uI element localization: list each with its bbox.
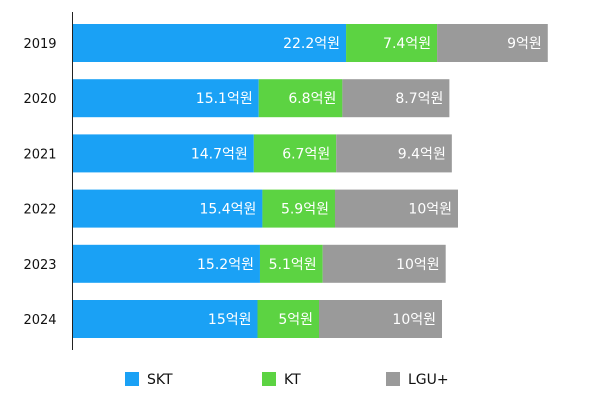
legend-label-skt: SKT bbox=[147, 372, 173, 388]
bar-lgu-2020 bbox=[342, 79, 450, 118]
bar-skt-2020 bbox=[73, 79, 259, 118]
category-label-2022: 2022 bbox=[23, 203, 56, 218]
category-label-2024: 2024 bbox=[23, 313, 56, 328]
data-label-kt-2023: 5.1억원 bbox=[269, 257, 317, 273]
category-label-2019: 2019 bbox=[23, 37, 56, 52]
bars-group: 22.2억원 7.4억원 9억원 15.1억원 6.8억원 8.7억원 14.7억원 6.7억… bbox=[73, 24, 548, 338]
category-label-2020: 2020 bbox=[23, 92, 56, 107]
data-label-kt-2021: 6.7억원 bbox=[282, 146, 330, 162]
data-label-lgu-2024: 10억원 bbox=[392, 312, 436, 328]
data-label-skt-2020: 15.1억원 bbox=[196, 91, 253, 107]
bar-lgu-2019 bbox=[437, 24, 548, 62]
data-label-skt-2019: 22.2억원 bbox=[283, 36, 340, 52]
legend-swatch-skt bbox=[125, 372, 139, 386]
data-label-lgu-2023: 10억원 bbox=[396, 257, 440, 273]
legend-swatch-kt bbox=[262, 372, 276, 386]
data-label-kt-2024: 5억원 bbox=[278, 312, 313, 328]
data-label-kt-2019: 7.4억원 bbox=[383, 36, 431, 52]
data-label-lgu-2021: 9.4억원 bbox=[398, 146, 446, 162]
bar-lgu-2024 bbox=[319, 300, 442, 338]
bar-skt-2019 bbox=[73, 24, 347, 62]
data-label-lgu-2022: 10억원 bbox=[408, 202, 452, 218]
legend: SKT KT LGU+ bbox=[125, 372, 449, 388]
data-label-skt-2021: 14.7억원 bbox=[191, 146, 248, 162]
bar-skt-2021 bbox=[73, 134, 254, 173]
data-label-lgu-2019: 9억원 bbox=[507, 36, 542, 52]
legend-label-kt: KT bbox=[284, 372, 301, 388]
bar-skt-2022 bbox=[73, 189, 263, 228]
bar-skt-2023 bbox=[73, 244, 260, 283]
bar-kt-2024 bbox=[257, 300, 319, 338]
bar-skt-2024 bbox=[73, 300, 258, 338]
legend-label-lgu: LGU+ bbox=[408, 372, 449, 388]
data-label-skt-2024: 15억원 bbox=[208, 312, 252, 328]
bar-kt-2023 bbox=[259, 244, 323, 283]
category-label-2023: 2023 bbox=[23, 258, 56, 273]
data-label-kt-2020: 6.8억원 bbox=[288, 91, 336, 107]
bar-kt-2020 bbox=[258, 79, 343, 118]
bar-kt-2019 bbox=[346, 24, 438, 62]
legend-swatch-lgu bbox=[386, 372, 400, 386]
category-label-2021: 2021 bbox=[23, 147, 56, 162]
category-labels: 2019 2020 2021 2022 2023 2024 bbox=[23, 37, 56, 328]
data-label-skt-2023: 15.2억원 bbox=[197, 257, 254, 273]
bar-lgu-2021 bbox=[336, 134, 452, 173]
bar-kt-2021 bbox=[253, 134, 337, 173]
bar-kt-2022 bbox=[262, 189, 335, 228]
data-label-kt-2022: 5.9억원 bbox=[281, 202, 329, 218]
data-label-skt-2022: 15.4억원 bbox=[199, 202, 256, 218]
bar-lgu-2022 bbox=[334, 189, 458, 228]
bar-lgu-2023 bbox=[322, 244, 446, 283]
data-label-lgu-2020: 8.7억원 bbox=[395, 91, 443, 107]
